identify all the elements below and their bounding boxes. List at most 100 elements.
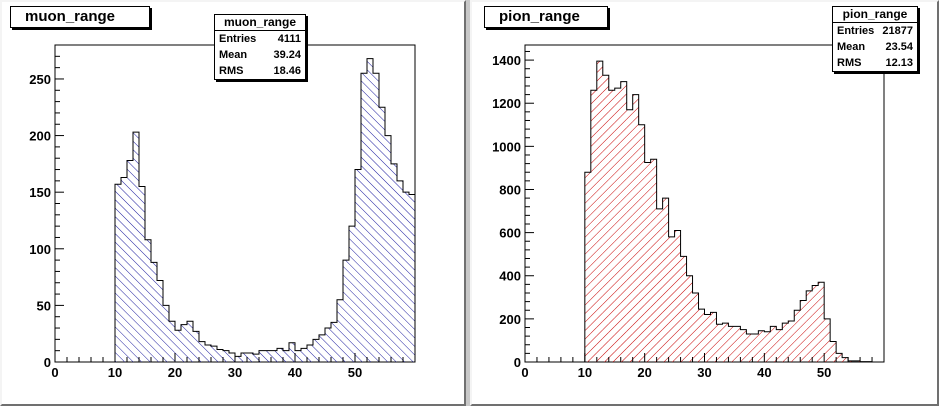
histogram-bar — [656, 208, 663, 362]
histogram-bar — [157, 280, 163, 362]
histogram-bar — [409, 194, 415, 362]
histogram-bar — [397, 180, 403, 362]
histogram-bar — [602, 75, 609, 362]
histogram-title: muon_range — [10, 6, 150, 28]
histogram-bar — [361, 73, 367, 362]
histogram-bar — [728, 326, 735, 362]
histogram-bar — [674, 230, 681, 362]
histogram-bar — [277, 348, 283, 362]
histogram-bar — [115, 184, 121, 362]
histogram-bar — [848, 360, 855, 362]
stats-title: pion_range — [833, 7, 917, 23]
histogram-bar — [584, 172, 591, 362]
histogram-bar — [794, 310, 801, 362]
histogram-bar — [644, 162, 651, 362]
stats-value: 39.24 — [273, 49, 301, 61]
stats-box[interactable]: muon_range Entries 4111 Mean 39.24 RMS 18.4… — [214, 14, 306, 80]
histogram-bar — [842, 357, 849, 362]
histogram-bar — [638, 124, 645, 362]
histogram-bar — [217, 349, 223, 362]
histogram-bar — [181, 324, 187, 362]
stats-label: Mean — [219, 49, 248, 61]
histogram-bar — [319, 334, 325, 362]
x-tick-label: 50 — [817, 365, 831, 380]
histogram-outline — [525, 60, 884, 363]
y-tick-label: 250 — [29, 72, 51, 87]
histogram-bar — [373, 73, 379, 362]
pion-range-plot: 0 10 20 30 40 50 0 200 400 600 800 1000 1200 1400 — [492, 44, 885, 380]
histogram-bar — [782, 323, 789, 362]
histogram-bar — [259, 350, 265, 362]
histogram-bar — [205, 345, 211, 362]
histogram-bar — [253, 354, 259, 362]
histogram-bar — [596, 61, 603, 363]
histogram-bar — [800, 300, 807, 362]
stats-label: Entries — [219, 33, 257, 45]
stats-value: 12.13 — [885, 57, 913, 69]
histogram-bar — [331, 322, 337, 362]
histogram-bar — [788, 321, 795, 362]
histogram-pad-pion[interactable]: 0 10 20 30 40 50 0 200 400 600 800 1000 1200 1400 pio… — [470, 0, 939, 406]
x-tick-label: 50 — [348, 365, 362, 380]
histogram-bar — [836, 353, 843, 362]
stats-value: 18.46 — [273, 65, 301, 77]
x-tick-label: 0 — [51, 365, 58, 380]
histogram-bar — [746, 333, 753, 362]
y-tick-label: 50 — [37, 298, 51, 313]
histogram-bar — [313, 339, 319, 362]
y-tick-label: 1200 — [492, 96, 521, 111]
histogram-bar — [211, 346, 217, 362]
histogram-bar — [127, 160, 133, 362]
histogram-bar — [337, 299, 343, 362]
histogram-bar — [367, 58, 373, 362]
histogram-bar — [722, 323, 729, 362]
histogram-bar — [349, 226, 355, 362]
histogram-bar — [163, 305, 169, 362]
histogram-bar — [199, 341, 205, 362]
histogram-bar — [385, 135, 391, 362]
x-tick-label: 20 — [637, 365, 651, 380]
x-tick-label: 30 — [228, 365, 242, 380]
stats-box[interactable]: pion_range Entries 21877 Mean 23.54 RMS 12.… — [832, 6, 918, 72]
histogram-bar — [271, 350, 277, 362]
histogram-bar — [307, 345, 313, 362]
x-tick-label: 0 — [521, 365, 528, 380]
histogram-bar — [830, 341, 837, 362]
y-tick-label: 1400 — [492, 53, 521, 68]
histogram-bar — [289, 342, 295, 362]
histogram-bar — [121, 177, 127, 362]
histogram-bar — [175, 330, 181, 362]
histogram-bar — [680, 256, 687, 362]
y-tick-label: 1000 — [492, 139, 521, 154]
stats-label: Entries — [837, 25, 875, 37]
histogram-bar — [283, 350, 289, 362]
x-tick-label: 10 — [108, 365, 122, 380]
histogram-bar — [854, 360, 861, 362]
histogram-bar — [764, 331, 771, 362]
y-tick-label: 200 — [499, 312, 521, 327]
histogram-bar — [193, 331, 199, 362]
histogram-bar — [812, 285, 819, 362]
histogram-bar — [692, 292, 699, 362]
histogram-bar — [379, 107, 385, 363]
y-tick-label: 150 — [29, 185, 51, 200]
histogram-bar — [343, 260, 349, 362]
histogram-bar — [710, 312, 717, 362]
histogram-bar — [139, 186, 145, 362]
histogram-bar — [133, 132, 139, 362]
histogram-bar — [247, 352, 253, 362]
y-tick-label: 0 — [514, 355, 521, 370]
histogram-bar — [740, 329, 747, 362]
histogram-bar — [590, 90, 597, 363]
histogram-bar — [698, 309, 705, 362]
histogram-bar — [752, 333, 759, 362]
stats-row-rms: RMS 18.46 — [215, 63, 305, 79]
histogram-bar — [824, 318, 831, 362]
histogram-bar — [650, 159, 657, 362]
stats-label: RMS — [837, 57, 862, 69]
histogram-bar — [734, 326, 741, 362]
histogram-bar — [355, 169, 361, 362]
stats-row-entries: Entries 21877 — [833, 23, 917, 39]
histogram-pad-muon[interactable]: 0 10 20 30 40 50 0 50 100 150 200 250 muon_range mu… — [0, 0, 466, 406]
